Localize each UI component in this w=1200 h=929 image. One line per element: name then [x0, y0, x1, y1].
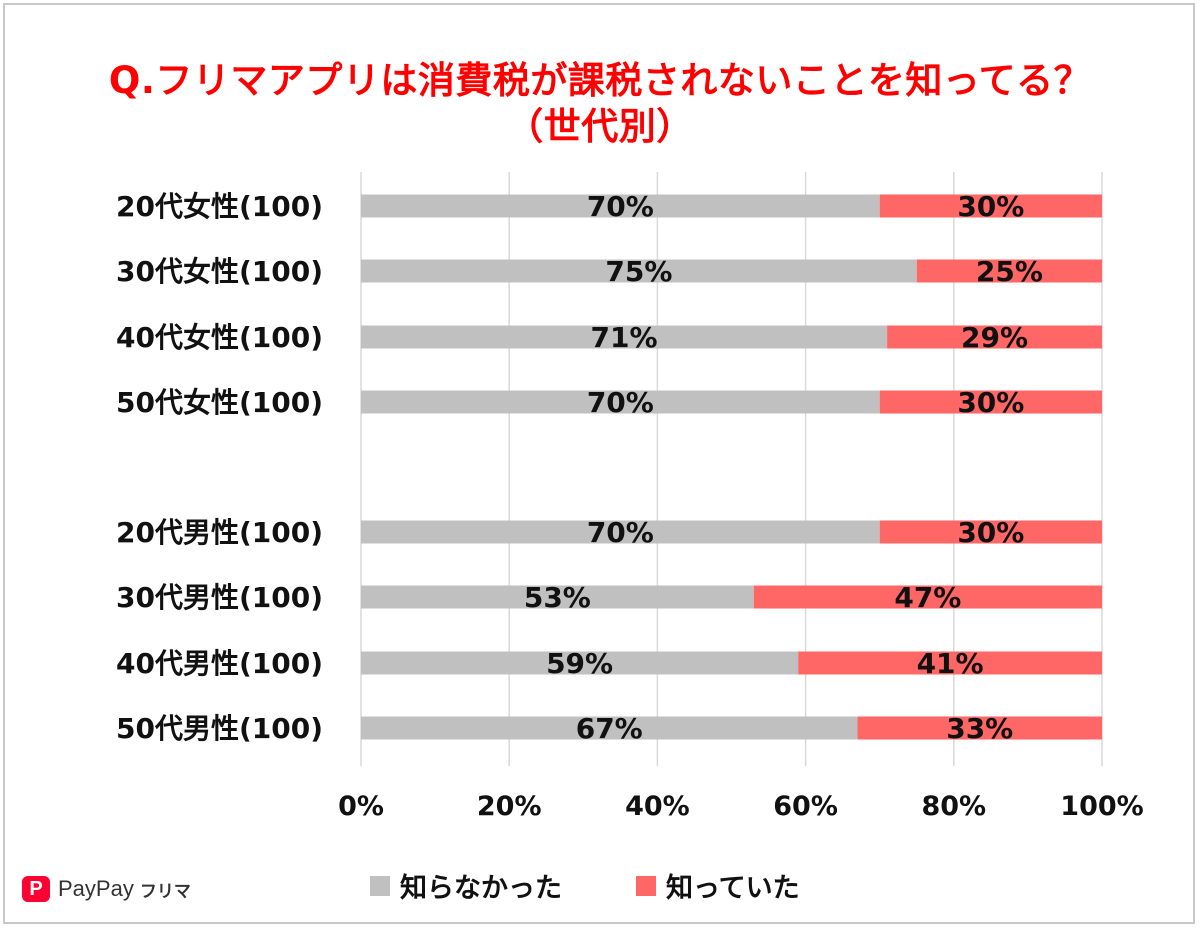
- data-label: 33%: [946, 712, 1013, 745]
- category-label: 30代男性(100): [116, 581, 323, 614]
- data-label: 30%: [957, 516, 1024, 549]
- data-label: 25%: [976, 255, 1043, 288]
- legend-item-known: 知っていた: [636, 866, 800, 905]
- data-label: 30%: [957, 190, 1024, 223]
- bar-segment-not-known: [361, 325, 888, 349]
- bar-segment-not-known: [361, 194, 880, 218]
- category-label: 50代男性(100): [116, 712, 323, 745]
- data-label: 67%: [576, 712, 643, 745]
- data-label: 53%: [524, 581, 591, 614]
- bar-segment-known: [857, 716, 1102, 740]
- data-label: 70%: [587, 516, 654, 549]
- x-tick-label: 0%: [338, 791, 384, 822]
- legend-label-not-known: 知らなかった: [400, 873, 562, 904]
- category-label: 50代女性(100): [116, 386, 323, 419]
- category-label: 40代女性(100): [116, 321, 323, 354]
- bar-segment-known: [887, 325, 1102, 349]
- paypay-logo-icon: P: [22, 876, 50, 902]
- bar-segment-not-known: [361, 651, 799, 675]
- data-label: 47%: [894, 581, 961, 614]
- legend-swatch-known: [636, 875, 656, 896]
- x-tick-label: 40%: [625, 791, 690, 822]
- bar-segment-not-known: [361, 390, 880, 414]
- paypay-logo-text: PayPay: [58, 876, 134, 901]
- data-label: 71%: [591, 321, 658, 354]
- legend: 知らなかった 知っていた: [0, 866, 1200, 906]
- data-label: 59%: [546, 647, 613, 680]
- legend-label-known: 知っていた: [666, 873, 800, 904]
- data-label: 41%: [917, 647, 984, 680]
- legend-item-not-known: 知らなかった: [370, 866, 562, 905]
- x-tick-label: 20%: [477, 791, 542, 822]
- category-label: 20代男性(100): [116, 516, 323, 549]
- x-tick-label: 100%: [1060, 791, 1143, 822]
- data-label: 70%: [587, 190, 654, 223]
- data-label: 29%: [961, 321, 1028, 354]
- paypay-logo-sub: フリマ: [139, 881, 191, 902]
- chart-frame: [3, 3, 1195, 924]
- chart-title: Q.フリマアプリは消費税が課税されないことを知ってる？: [108, 59, 1092, 102]
- data-label: 30%: [957, 386, 1024, 419]
- bar-segment-not-known: [361, 585, 754, 609]
- x-tick-label: 60%: [773, 791, 838, 822]
- category-label: 20代女性(100): [116, 190, 323, 223]
- x-tick-label: 80%: [921, 791, 986, 822]
- bar-segment-known: [879, 194, 1102, 218]
- bar-segment-known: [879, 520, 1102, 544]
- data-label: 70%: [587, 386, 654, 419]
- bar-segment-known: [798, 651, 1102, 675]
- bar-segment-not-known: [361, 716, 858, 740]
- chart-subtitle: （世代別）: [506, 105, 694, 148]
- bar-segment-known: [753, 585, 1102, 609]
- data-label: 75%: [605, 255, 672, 288]
- paypay-logo: P PayPay フリマ: [22, 876, 191, 902]
- bar-segment-not-known: [361, 520, 880, 544]
- bar-segment-known: [916, 259, 1102, 283]
- category-label: 40代男性(100): [116, 647, 323, 680]
- bar-segment-not-known: [361, 259, 917, 283]
- bar-segment-known: [879, 390, 1102, 414]
- category-label: 30代女性(100): [116, 255, 323, 288]
- legend-swatch-not-known: [370, 875, 390, 896]
